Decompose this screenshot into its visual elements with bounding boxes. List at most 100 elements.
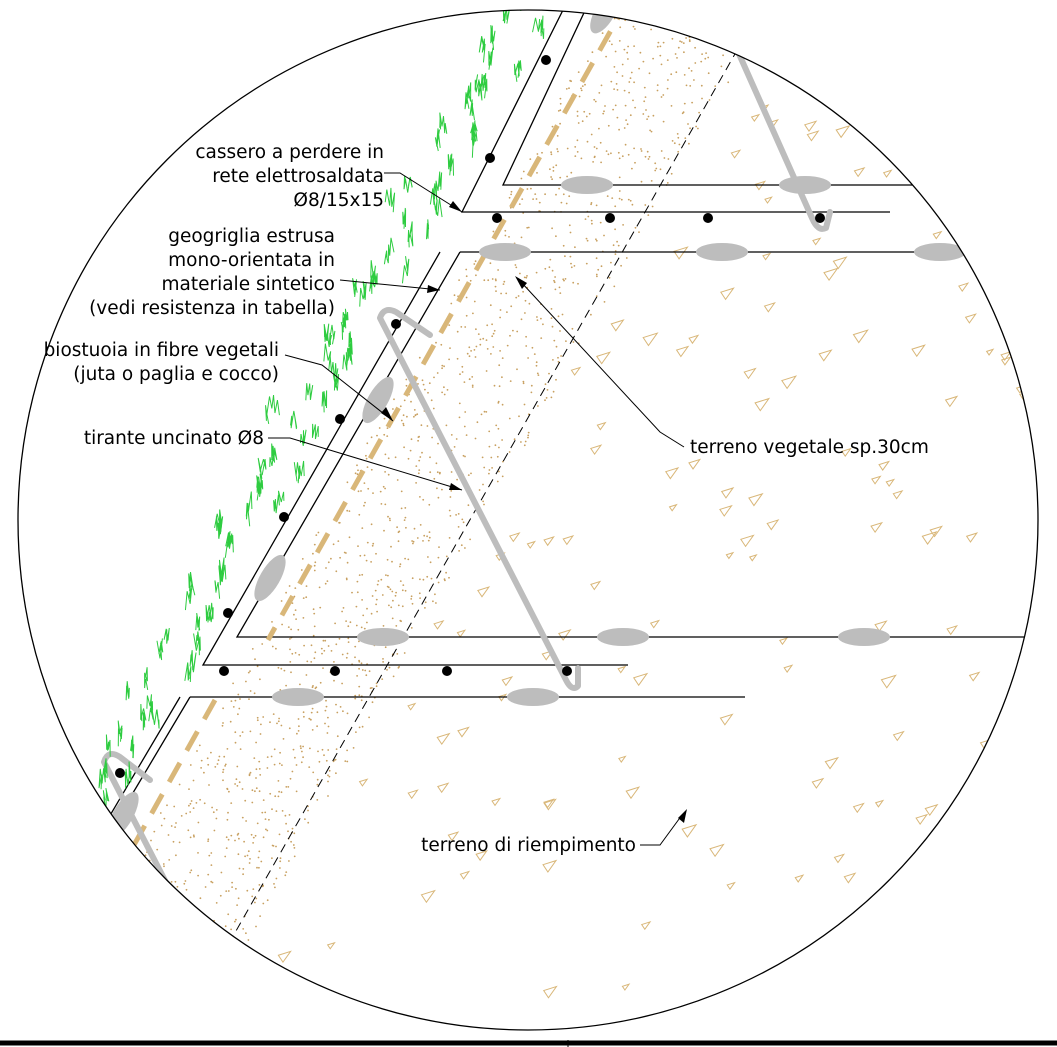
- stipple-dot: [113, 900, 116, 903]
- aggregate-triangle: [543, 798, 555, 809]
- aggregate-triangle: [720, 487, 735, 499]
- stipple-dot: [386, 669, 388, 671]
- stipple-dot: [620, 264, 622, 267]
- stipple-dot: [449, 496, 452, 498]
- stipple-dot: [297, 628, 300, 631]
- stipple-dot: [429, 471, 432, 474]
- stipple-dot: [467, 474, 470, 476]
- stipple-dot: [492, 332, 495, 335]
- stipple-dot: [642, 18, 645, 21]
- stipple-dot: [293, 847, 296, 849]
- stipple-dot: [202, 921, 205, 924]
- stipple-dot: [471, 384, 474, 387]
- stipple-dot: [259, 733, 262, 735]
- stipple-dot: [129, 865, 132, 867]
- stipple-dot: [623, 127, 626, 129]
- stipple-dot: [258, 866, 260, 869]
- stipple-dot: [254, 901, 256, 904]
- stipple-dot: [629, 77, 632, 79]
- stipple-dot: [159, 933, 162, 936]
- stipple-dot: [494, 285, 497, 288]
- stipple-dot: [483, 466, 486, 469]
- stipple-dot: [285, 822, 287, 825]
- stipple-dot: [468, 355, 471, 358]
- stipple-dot: [607, 13, 610, 15]
- stipple-dot: [437, 581, 440, 584]
- stipple-dot: [440, 343, 443, 346]
- grass-tuft: [369, 260, 376, 289]
- stipple-dot: [389, 519, 391, 522]
- stipple-dot: [399, 619, 402, 622]
- stipple-dot: [215, 817, 218, 820]
- stipple-dot: [633, 45, 635, 47]
- stipple-dot: [394, 456, 397, 459]
- aggregate-triangle: [824, 756, 840, 770]
- stipple-dot: [365, 674, 368, 677]
- stipple-dot: [227, 811, 229, 814]
- stipple-dot: [175, 854, 177, 857]
- stipple-dot: [291, 652, 294, 655]
- stipple-dot: [193, 835, 195, 838]
- stipple-dot: [122, 935, 125, 938]
- stipple-dot: [618, 128, 620, 131]
- aggregate-triangle: [277, 950, 292, 964]
- stipple-dot: [613, 66, 616, 68]
- stipple-dot: [600, 265, 603, 268]
- aggregate-triangle: [719, 504, 733, 517]
- stipple-dot: [231, 886, 234, 888]
- stipple-dot: [533, 353, 536, 355]
- stipple-dot: [335, 643, 338, 646]
- stipple-dot: [659, 168, 662, 171]
- stipple-dot: [416, 537, 419, 539]
- aggregate-triangle: [871, 475, 882, 485]
- stipple-dot: [355, 624, 358, 627]
- stipple-dot: [707, 72, 710, 75]
- stipple-dot: [229, 720, 232, 723]
- stipple-dot: [131, 921, 133, 923]
- stipple-dot: [280, 600, 283, 602]
- stipple-dot: [237, 832, 240, 835]
- grass-tuft: [129, 735, 135, 759]
- stipple-dot: [192, 834, 195, 837]
- stipple-dot: [278, 790, 280, 793]
- stipple-dot: [388, 517, 391, 520]
- stipple-dot: [667, 79, 669, 81]
- stipple-dot: [610, 80, 613, 83]
- stipple-dot: [402, 422, 405, 425]
- stipple-dot: [241, 788, 244, 790]
- stipple-dot: [354, 694, 357, 697]
- stipple-dot: [590, 219, 593, 222]
- stipple-dot: [207, 838, 210, 841]
- stipple-dot: [438, 472, 441, 475]
- stipple-dot: [679, 40, 681, 43]
- stipple-dot: [176, 907, 179, 909]
- stipple-dot: [271, 645, 274, 648]
- stipple-dot: [364, 669, 367, 672]
- stipple-dot: [297, 718, 300, 720]
- stipple-dot: [577, 122, 580, 124]
- aggregate-triangle: [477, 586, 491, 598]
- stipple-dot: [299, 745, 302, 747]
- leader-tirante: [268, 437, 463, 491]
- stipple-dot: [501, 357, 504, 359]
- stipple-dot: [210, 852, 213, 854]
- stipple-dot: [556, 148, 559, 150]
- grass-tuft: [502, 10, 511, 24]
- stipple-dot: [266, 899, 269, 902]
- aggregate-triangle: [793, 1006, 805, 1017]
- stipple-dot: [614, 104, 617, 107]
- stipple-dot: [411, 540, 413, 542]
- stipple-dot: [419, 496, 421, 498]
- stipple-dot: [573, 265, 576, 267]
- aggregate-triangle: [967, 924, 983, 938]
- aggregate-triangle: [618, 755, 627, 763]
- stipple-dot: [565, 202, 568, 205]
- stipple-dot: [284, 814, 287, 817]
- stipple-dot: [441, 364, 444, 367]
- stipple-dot: [303, 644, 305, 647]
- stipple-dot: [393, 398, 395, 401]
- aggregate-triangle: [748, 492, 764, 507]
- stipple-dot: [234, 783, 237, 785]
- stipple-dot: [617, 151, 620, 154]
- grass-tuft: [18, 880, 22, 902]
